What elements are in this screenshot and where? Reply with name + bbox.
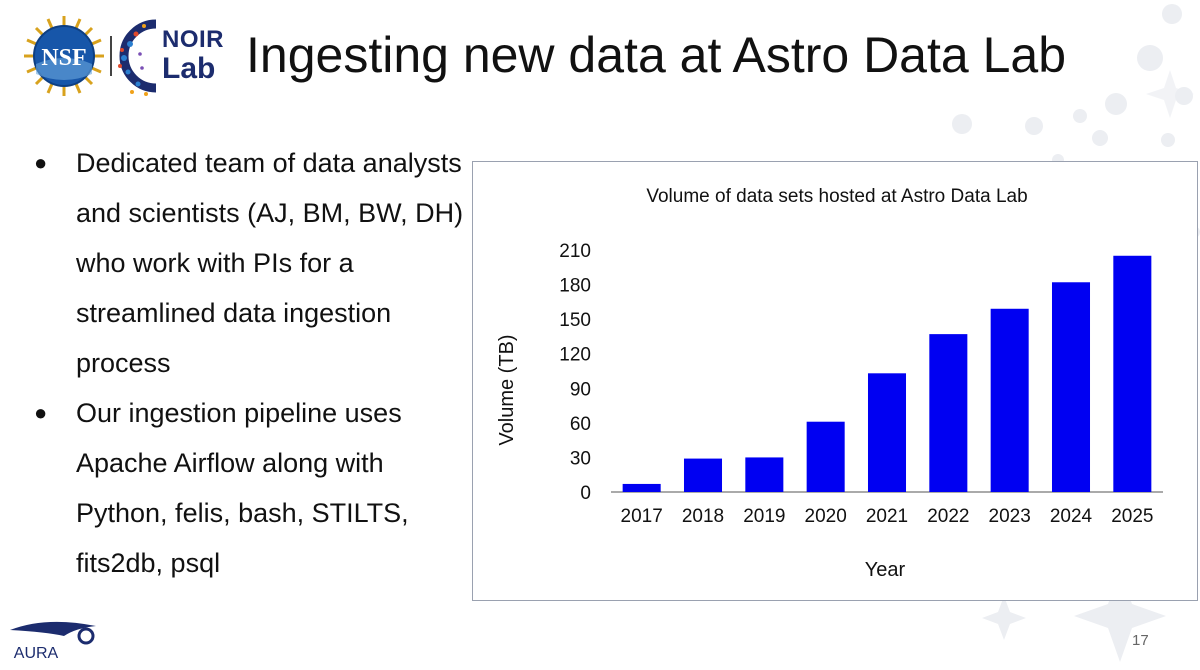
- y-tick-label: 30: [570, 448, 591, 469]
- bar-2025: [1113, 255, 1152, 492]
- x-tick-label: 2018: [682, 506, 724, 527]
- x-tick-label: 2022: [927, 506, 969, 527]
- bullet-marker: ●: [34, 150, 48, 175]
- bullet-item: ● Our ingestion pipeline uses Apache Air…: [28, 388, 468, 588]
- y-ticks-group: 0 30 60 90 120 150 180 210: [559, 241, 591, 504]
- noirlab-logo-line2: Lab: [162, 52, 216, 85]
- bullet-marker: ●: [34, 400, 48, 425]
- bar-2017: [622, 483, 661, 492]
- aura-logo-text: AURA: [14, 645, 59, 662]
- y-tick-label: 150: [559, 310, 591, 331]
- noirlab-logo-line1: NOIR: [162, 26, 224, 53]
- nsf-logo-text: NSF: [41, 45, 86, 71]
- y-tick-label: 90: [570, 379, 591, 400]
- bullet-text: Dedicated team of data analysts and scie…: [76, 148, 464, 378]
- x-tick-label: 2019: [743, 506, 785, 527]
- noirlab-logo-mark: [118, 19, 157, 96]
- y-tick-label: 180: [559, 276, 591, 297]
- logo-separator: [110, 36, 112, 76]
- bullet-item: ● Dedicated team of data analysts and sc…: [28, 138, 468, 388]
- aura-logo: AURA: [10, 621, 96, 662]
- x-tick-label: 2020: [805, 506, 847, 527]
- bar-2023: [990, 308, 1029, 492]
- x-tick-label: 2024: [1050, 506, 1093, 527]
- nsf-logo: NSF: [24, 16, 104, 96]
- slide-title: Ingesting new data at Astro Data Lab: [246, 27, 1066, 83]
- bullet-text: Our ingestion pipeline uses Apache Airfl…: [76, 398, 409, 578]
- bar-2020: [806, 421, 845, 492]
- bullet-list: ● Dedicated team of data analysts and sc…: [28, 138, 468, 588]
- bar-2024: [1051, 282, 1091, 492]
- bar-chart: Volume of data sets hosted at Astro Data…: [496, 186, 1163, 581]
- chart-title: Volume of data sets hosted at Astro Data…: [646, 186, 1027, 207]
- bar-2019: [745, 457, 784, 492]
- y-tick-label: 60: [570, 414, 591, 435]
- y-tick-label: 210: [559, 241, 591, 262]
- bar-2022: [929, 334, 968, 492]
- x-tick-label: 2017: [621, 506, 663, 527]
- x-tick-label: 2021: [866, 506, 908, 527]
- y-axis-label: Volume (TB): [496, 334, 518, 445]
- x-tick-label: 2023: [989, 506, 1031, 527]
- x-ticks-group: 2017 2018 2019 2020 2021 2022 2023 2024 2025: [621, 506, 1154, 527]
- bar-2021: [867, 373, 907, 492]
- y-tick-label: 0: [580, 483, 591, 504]
- bars-group: [622, 255, 1152, 492]
- x-axis-label: Year: [865, 559, 906, 581]
- bar-chart-frame: Volume of data sets hosted at Astro Data…: [472, 161, 1198, 601]
- x-tick-label: 2025: [1111, 506, 1153, 527]
- y-tick-label: 120: [559, 345, 591, 366]
- bar-2018: [683, 458, 723, 492]
- page-number: 17: [1132, 632, 1149, 649]
